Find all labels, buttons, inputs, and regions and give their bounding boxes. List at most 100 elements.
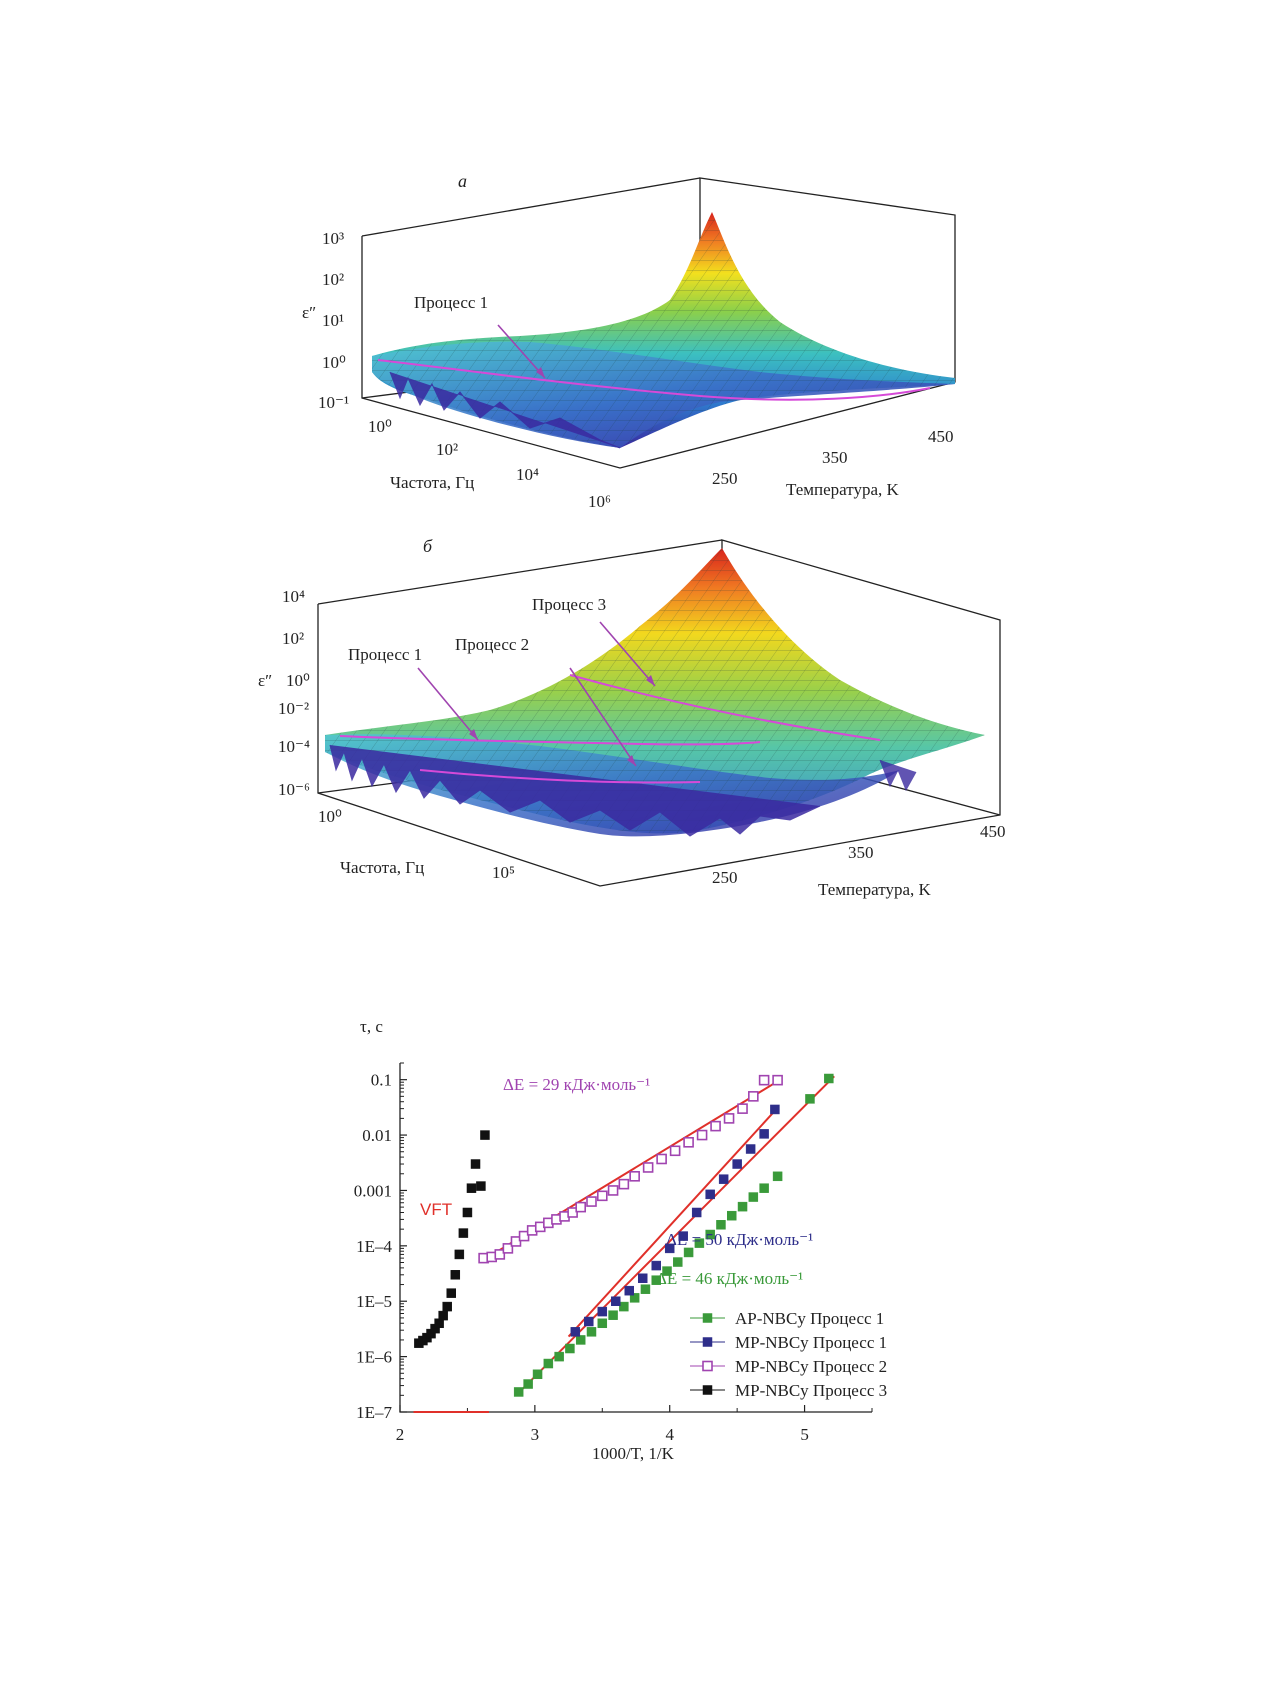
y-tick-label: 1E–5 xyxy=(356,1292,392,1311)
series-2-point xyxy=(629,1171,640,1182)
panel-b-z-label: ε″ xyxy=(258,671,272,690)
y-tick-label: 0.01 xyxy=(362,1126,392,1145)
de50-label: ΔE = 50 кДж·моль⁻¹ xyxy=(666,1230,813,1249)
series-2-point xyxy=(723,1113,735,1124)
panel-a-process1-arrow xyxy=(497,324,546,379)
tau-plot: τ, с 1000/T, 1/K 0.1 0.01 0.001 1E–4 1E–5 1E–… xyxy=(354,1017,887,1463)
panel-a-ttick-1: 350 xyxy=(822,448,848,467)
panel-b-back-top xyxy=(317,539,723,605)
panel-b-process1-arrow xyxy=(417,667,479,741)
series-0-point xyxy=(673,1257,683,1267)
x-tick-label: 4 xyxy=(665,1425,674,1444)
panel-b-ftick-0: 10⁰ xyxy=(318,807,342,826)
panel-b-process3-label: Процесс 3 xyxy=(532,595,606,614)
panel-b: б Процесс 1 Процесс 2 Процесс 3 10⁴ 10² … xyxy=(258,536,1006,899)
panel-b-process2-line xyxy=(419,769,701,784)
series-3-point xyxy=(438,1310,448,1321)
y-tick-label: 1E–7 xyxy=(356,1403,392,1422)
series-2-point xyxy=(596,1190,608,1202)
legend-entry: MP-NBCy Процесс 3 xyxy=(735,1381,887,1400)
series-2-point xyxy=(758,1074,770,1086)
series-0-point xyxy=(543,1358,554,1369)
panel-b-letter: б xyxy=(423,536,433,556)
legend-marker xyxy=(702,1337,713,1347)
series-0-point xyxy=(737,1201,748,1212)
x-tick-label: 3 xyxy=(531,1425,540,1444)
series-2-point xyxy=(710,1120,721,1132)
legend-entry: AP-NBCy Процесс 1 xyxy=(735,1309,884,1328)
tau-plot-legend: AP-NBCy Процесс 1 MP-NBCy Процесс 1 MP-NBC… xyxy=(690,1309,887,1400)
series-2-point xyxy=(669,1145,681,1157)
series-2-point xyxy=(696,1129,708,1141)
series-1-point xyxy=(705,1189,715,1200)
tau-plot-y-ticks: 0.1 0.01 0.001 1E–4 1E–5 1E–6 1E–7 xyxy=(354,1062,407,1422)
series-0-point xyxy=(716,1220,726,1230)
series-2-point xyxy=(607,1185,619,1196)
series-2-point xyxy=(683,1137,694,1148)
series-3-point xyxy=(450,1270,461,1280)
panel-a-ztick-2: 10¹ xyxy=(322,311,344,330)
series-1-point xyxy=(732,1159,742,1169)
series-0-point xyxy=(597,1318,608,1329)
series-2-point xyxy=(642,1162,654,1173)
panel-a-ftick-2: 10⁴ xyxy=(516,465,539,484)
series-3-point xyxy=(466,1183,477,1193)
panel-a-ftick-1: 10² xyxy=(436,440,458,459)
panel-a-z-ticks: 10³ 10² 10¹ 10⁰ 10⁻¹ xyxy=(318,229,349,412)
x-tick-label: 2 xyxy=(396,1425,405,1444)
series-3-point xyxy=(480,1130,490,1140)
y-tick-label: 0.1 xyxy=(371,1071,392,1090)
series-2-point xyxy=(656,1153,667,1165)
series-0-point xyxy=(640,1284,651,1294)
panel-a-z-label: ε″ xyxy=(302,303,316,322)
panel-a-process1-label: Процесс 1 xyxy=(414,293,488,312)
panel-a-process-line xyxy=(377,359,931,401)
series-1-point xyxy=(611,1296,621,1306)
legend-marker xyxy=(702,1360,713,1372)
series-0-point xyxy=(629,1293,640,1303)
series-3-point xyxy=(470,1159,481,1169)
series-0-point xyxy=(619,1301,629,1312)
panel-a-ftick-0: 10⁰ xyxy=(368,417,392,436)
series-0-point xyxy=(608,1310,618,1320)
series-0-point xyxy=(805,1094,815,1104)
series-1-point xyxy=(691,1207,702,1218)
panel-b-noise-right xyxy=(879,759,917,792)
series-0-point xyxy=(554,1351,564,1362)
series-2-point xyxy=(494,1249,506,1260)
panel-a-ftick-3: 10⁶ xyxy=(588,492,611,511)
series-0-point xyxy=(651,1275,661,1285)
series-1-point xyxy=(745,1144,756,1154)
series-0-point xyxy=(513,1387,524,1397)
series-0-point xyxy=(532,1369,543,1380)
series-3-point xyxy=(458,1228,469,1238)
panel-b-ztick-3: 10⁻² xyxy=(278,699,309,718)
series-1-point xyxy=(718,1174,729,1184)
panel-b-ttick-0: 250 xyxy=(712,868,738,887)
series-3-point xyxy=(476,1181,486,1191)
panel-b-y-label: Температура, K xyxy=(818,880,932,899)
panel-b-ztick-4: 10⁻⁴ xyxy=(278,737,310,756)
series-0-point xyxy=(726,1210,737,1221)
series-0-point xyxy=(575,1335,586,1345)
vft-label: VFT xyxy=(420,1200,452,1219)
series-3-point xyxy=(462,1207,473,1218)
series-0-point xyxy=(662,1266,672,1276)
panel-a-ttick-0: 250 xyxy=(712,469,738,488)
series-2-point xyxy=(772,1074,783,1086)
panel-a-arrowhead xyxy=(536,367,545,378)
series-0-point xyxy=(772,1171,783,1182)
series-3-point xyxy=(454,1249,465,1260)
series-2-point xyxy=(518,1230,530,1242)
panel-b-noise-spikes xyxy=(329,744,821,837)
series-1-point xyxy=(570,1327,581,1337)
panel-b-ztick-5: 10⁻⁶ xyxy=(278,780,310,799)
series-1-point xyxy=(597,1306,608,1317)
panel-b-process2-arrow xyxy=(569,667,637,767)
series-0-point xyxy=(705,1229,715,1240)
panel-b-ztick-2: 10⁰ xyxy=(286,671,310,690)
legend-marker xyxy=(702,1385,713,1395)
series-2-point xyxy=(575,1201,587,1213)
series-2-point xyxy=(586,1196,597,1207)
legend-entry: MP-NBCy Процесс 1 xyxy=(735,1333,887,1352)
